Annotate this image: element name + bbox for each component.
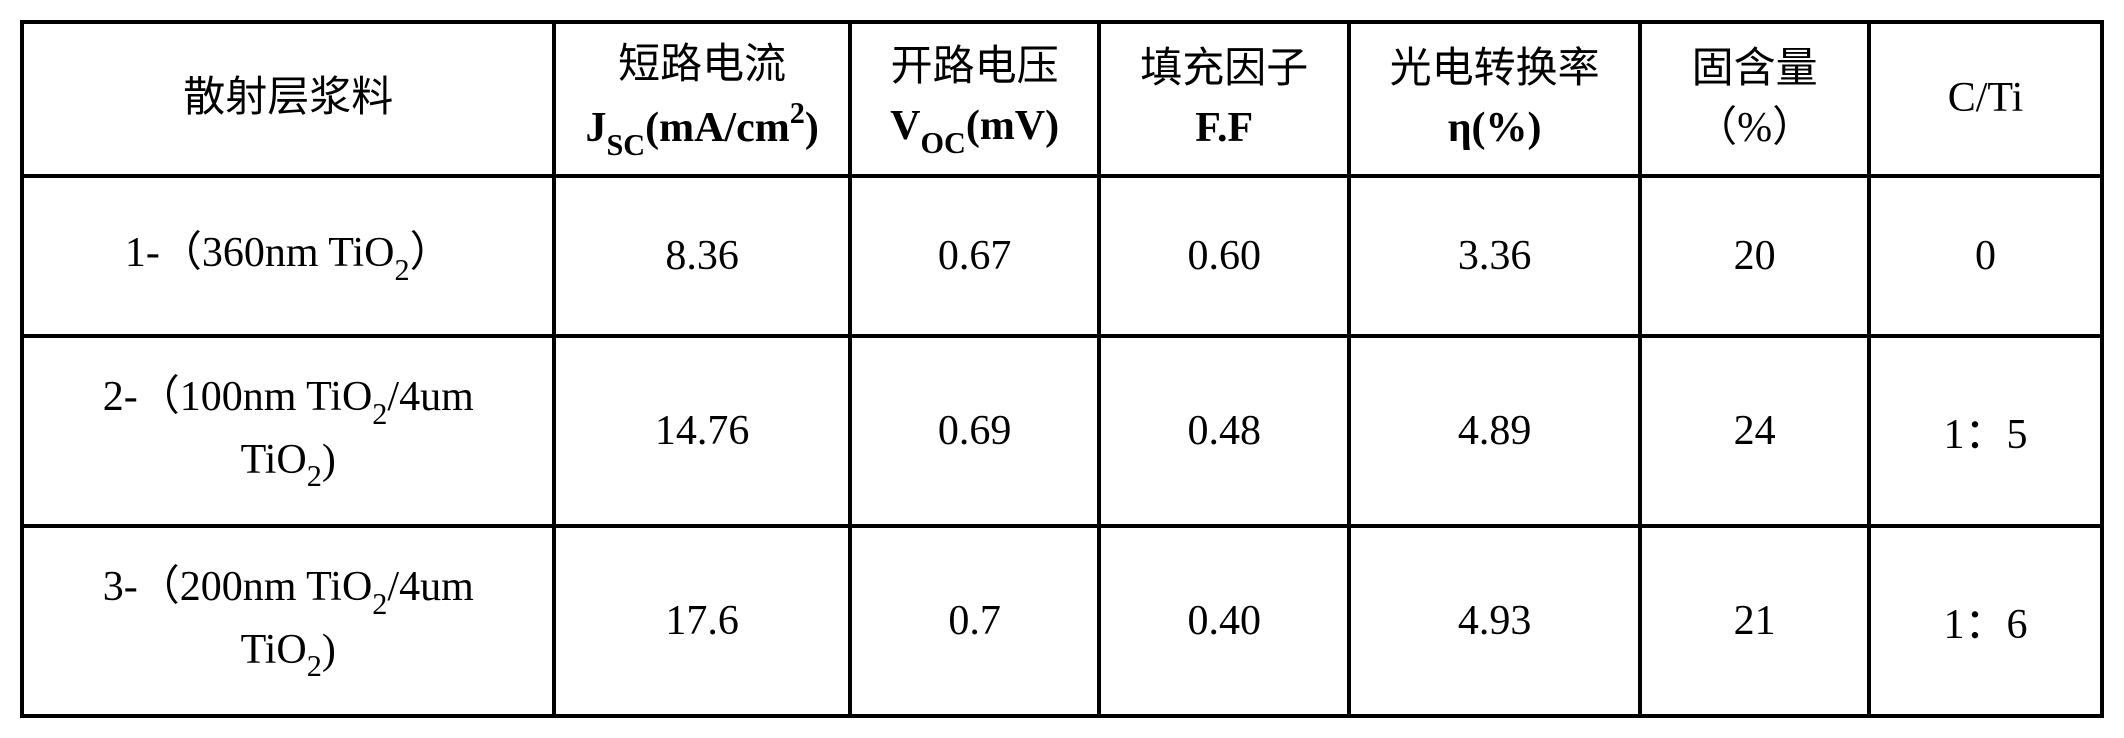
cell-ff: 0.60 (1099, 176, 1349, 336)
cell-eta: 4.89 (1349, 336, 1640, 526)
col-header-solid-unit: （%） (1650, 99, 1859, 158)
col-header-ff: 填充因子 F.F (1099, 22, 1349, 176)
col-header-ff-sym: F.F (1109, 99, 1339, 158)
cell-jsc: 8.36 (554, 176, 849, 336)
cell-cti: 1：6 (1869, 526, 2102, 716)
cell-voc: 0.69 (850, 336, 1100, 526)
col-header-voc-cn: 开路电压 (860, 38, 1090, 97)
cell-material: 1-（360nm TiO2） (22, 176, 554, 336)
table-body: 1-（360nm TiO2）8.360.670.603.362002-（100n… (22, 176, 2102, 716)
col-header-eta: 光电转换率 η(%) (1349, 22, 1640, 176)
col-header-jsc-sym: JSC(mA/cm2) (564, 95, 839, 162)
table-row: 3-（200nm TiO2/4umTiO2)17.60.70.404.93211… (22, 526, 2102, 716)
cell-jsc: 14.76 (554, 336, 849, 526)
cell-eta: 4.93 (1349, 526, 1640, 716)
table-row: 1-（360nm TiO2）8.360.670.603.36200 (22, 176, 2102, 336)
cell-ff: 0.40 (1099, 526, 1349, 716)
cell-ff: 0.48 (1099, 336, 1349, 526)
data-table: 散射层浆料 短路电流 JSC(mA/cm2) 开路电压 VOC(mV) 填充因子… (20, 20, 2104, 718)
cell-jsc: 17.6 (554, 526, 849, 716)
cell-cti: 1：5 (1869, 336, 2102, 526)
col-header-voc-sym: VOC(mV) (860, 97, 1090, 160)
col-header-ff-cn: 填充因子 (1109, 40, 1339, 99)
col-header-voc: 开路电压 VOC(mV) (850, 22, 1100, 176)
cell-voc: 0.67 (850, 176, 1100, 336)
col-header-eta-sym: η(%) (1359, 99, 1630, 158)
col-header-cti: C/Ti (1869, 22, 2102, 176)
table-header-row: 散射层浆料 短路电流 JSC(mA/cm2) 开路电压 VOC(mV) 填充因子… (22, 22, 2102, 176)
col-header-cti-text: C/Ti (1879, 69, 2092, 128)
cell-voc: 0.7 (850, 526, 1100, 716)
col-header-jsc: 短路电流 JSC(mA/cm2) (554, 22, 849, 176)
cell-solid: 21 (1640, 526, 1869, 716)
col-header-material: 散射层浆料 (22, 22, 554, 176)
cell-cti: 0 (1869, 176, 2102, 336)
cell-material: 3-（200nm TiO2/4umTiO2) (22, 526, 554, 716)
col-header-material-text: 散射层浆料 (32, 69, 544, 128)
col-header-jsc-cn: 短路电流 (564, 36, 839, 95)
cell-solid: 24 (1640, 336, 1869, 526)
col-header-solid: 固含量 （%） (1640, 22, 1869, 176)
cell-material: 2-（100nm TiO2/4umTiO2) (22, 336, 554, 526)
table-row: 2-（100nm TiO2/4umTiO2)14.760.690.484.892… (22, 336, 2102, 526)
col-header-solid-cn: 固含量 (1650, 40, 1859, 99)
cell-solid: 20 (1640, 176, 1869, 336)
cell-eta: 3.36 (1349, 176, 1640, 336)
col-header-eta-cn: 光电转换率 (1359, 40, 1630, 99)
